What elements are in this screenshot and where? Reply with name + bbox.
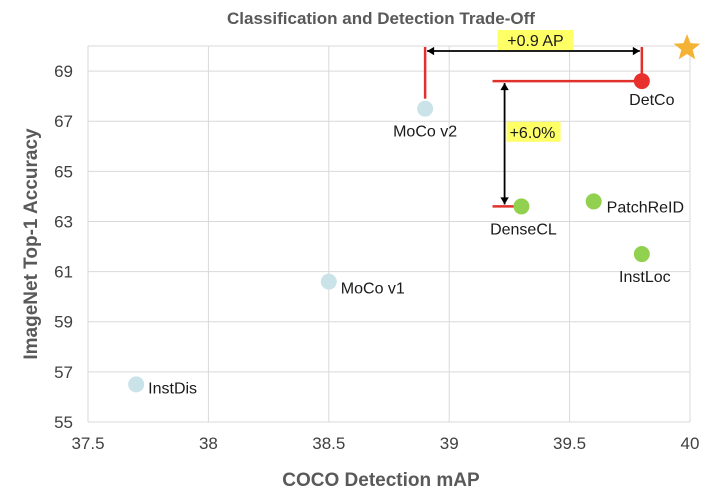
y-tick-label: 57 xyxy=(54,363,73,382)
y-tick-label: 59 xyxy=(54,313,73,332)
y-tick-label: 55 xyxy=(54,413,73,432)
y-tick-label: 61 xyxy=(54,263,73,282)
arrow-head xyxy=(427,46,435,56)
y-tick-label: 67 xyxy=(54,112,73,131)
x-tick-label: 40 xyxy=(681,434,700,453)
acc-highlight xyxy=(506,121,561,142)
arrow-head xyxy=(632,46,640,56)
acc-gain-label: +6.0% xyxy=(510,125,556,142)
x-tick-label: 38.5 xyxy=(312,434,345,453)
data-points: InstDis MoCo v1 MoCo v2 DenseCL PatchReID Ins… xyxy=(128,73,684,397)
point-label: InstLoc xyxy=(619,269,671,286)
annotations: +0.9 AP +6.0% xyxy=(423,30,701,208)
data-point xyxy=(633,73,650,90)
arrow-head xyxy=(500,83,509,91)
point-label: DenseCL xyxy=(490,221,557,238)
chart-title: Classification and Detection Trade-Off xyxy=(227,9,535,28)
data-point xyxy=(633,246,650,263)
tick-labels: 37.5 38 38.5 39 39.5 40 55 57 59 61 63 65 67 69 xyxy=(54,62,699,453)
ap-highlight xyxy=(497,30,574,51)
data-point xyxy=(417,100,434,117)
x-tick-label: 38 xyxy=(199,434,218,453)
point-label: DetCo xyxy=(629,92,674,109)
y-axis-label: ImageNet Top-1 Accuracy xyxy=(21,128,42,360)
data-point xyxy=(320,273,337,290)
data-point xyxy=(128,376,145,393)
gridlines xyxy=(87,45,691,423)
point-label: MoCo v1 xyxy=(341,281,405,298)
data-point xyxy=(585,193,602,210)
x-tick-label: 37.5 xyxy=(71,434,104,453)
x-tick-label: 39 xyxy=(440,434,459,453)
y-tick-label: 65 xyxy=(54,162,73,181)
data-point xyxy=(513,198,530,215)
arrow-head xyxy=(500,197,509,205)
ap-gain-label: +0.9 AP xyxy=(507,33,564,50)
x-axis-label: COCO Detection mAP xyxy=(282,470,480,491)
y-tick-label: 69 xyxy=(54,62,73,81)
point-label: InstDis xyxy=(148,380,197,397)
point-label: PatchReID xyxy=(607,199,684,216)
y-tick-label: 63 xyxy=(54,212,73,231)
x-tick-label: 39.5 xyxy=(553,434,586,453)
star-icon xyxy=(673,34,701,60)
point-label: MoCo v2 xyxy=(393,124,457,141)
